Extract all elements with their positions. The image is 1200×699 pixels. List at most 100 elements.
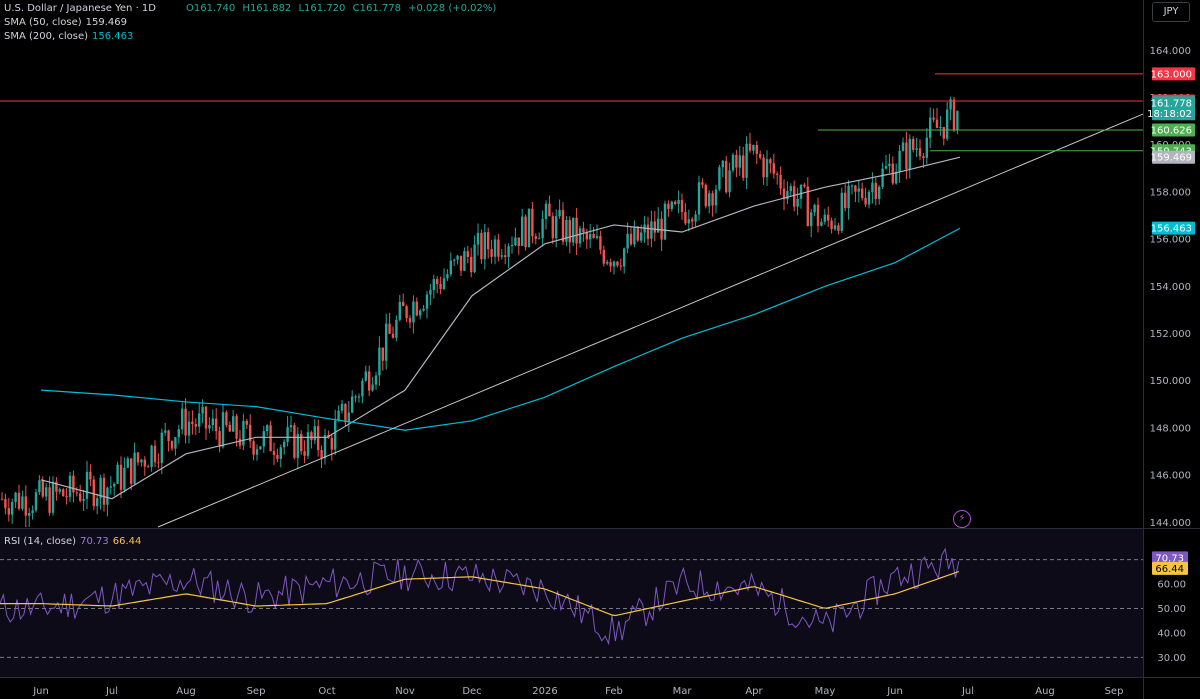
candle-body bbox=[337, 410, 340, 421]
candle bbox=[898, 144, 901, 183]
candle bbox=[609, 258, 612, 273]
rsi-ma-badge-bg bbox=[1152, 561, 1188, 575]
candle-body bbox=[391, 333, 395, 338]
candle-body bbox=[742, 155, 745, 178]
rsi-legend[interactable]: RSI (14, close) 70.73 66.44 bbox=[4, 536, 141, 547]
candle-body bbox=[225, 412, 228, 426]
candle-body bbox=[667, 203, 670, 209]
candle-body bbox=[531, 208, 534, 237]
candle-body bbox=[354, 396, 357, 398]
candle bbox=[915, 137, 918, 158]
candle-body bbox=[255, 449, 259, 455]
candle-body bbox=[429, 289, 432, 295]
candle bbox=[21, 490, 24, 511]
candle-body bbox=[772, 163, 775, 174]
sma50-value: 159.469 bbox=[85, 17, 127, 28]
candle-body bbox=[595, 236, 599, 239]
rsi-badge-label: 70.73 bbox=[1155, 553, 1184, 564]
candle bbox=[269, 420, 272, 452]
candle bbox=[697, 175, 701, 221]
candle-body bbox=[449, 260, 452, 275]
candle bbox=[235, 414, 238, 447]
time-tick-label: Sep bbox=[1105, 686, 1124, 697]
candle bbox=[820, 218, 823, 227]
candle-body bbox=[745, 143, 748, 178]
candle-body bbox=[303, 451, 306, 456]
candle-body bbox=[857, 188, 860, 192]
candle-body bbox=[956, 110, 959, 131]
candle-body bbox=[854, 185, 857, 192]
candle bbox=[211, 409, 214, 431]
lightning-icon[interactable]: ⚡ bbox=[953, 510, 971, 528]
rsi-badge-bg bbox=[1152, 551, 1188, 565]
candle-body bbox=[126, 458, 129, 468]
candle-body bbox=[884, 166, 888, 169]
change-value: +0.028 (+0.02%) bbox=[408, 3, 497, 14]
candle-body bbox=[470, 256, 473, 273]
candle bbox=[895, 163, 898, 185]
candle bbox=[527, 208, 531, 248]
candle bbox=[252, 439, 255, 461]
candle-body bbox=[21, 496, 24, 509]
candle bbox=[456, 254, 459, 265]
candle-body bbox=[415, 301, 418, 316]
candle-body bbox=[646, 224, 650, 239]
candle-body bbox=[306, 432, 310, 456]
candle-body bbox=[347, 412, 350, 423]
candle bbox=[643, 216, 646, 243]
candle bbox=[187, 410, 191, 444]
candle bbox=[473, 235, 476, 274]
candle bbox=[425, 290, 429, 319]
candle bbox=[786, 181, 789, 205]
symbol-title[interactable]: U.S. Dollar / Japanese Yen · 1D bbox=[4, 3, 156, 14]
candle bbox=[514, 227, 517, 247]
candle-body bbox=[109, 486, 112, 488]
candle bbox=[538, 232, 541, 240]
candle-body bbox=[388, 323, 391, 334]
candle-body bbox=[51, 481, 55, 513]
candle-body bbox=[357, 396, 361, 398]
sma200-legend[interactable]: SMA (200, close) 156.463 bbox=[4, 31, 133, 42]
candle bbox=[357, 393, 361, 403]
candle bbox=[908, 134, 911, 179]
candle bbox=[449, 252, 452, 277]
candle-body bbox=[932, 117, 935, 120]
candle-body bbox=[697, 182, 701, 215]
candle-body bbox=[544, 203, 548, 219]
candle-body bbox=[558, 210, 561, 217]
candle-body bbox=[218, 431, 221, 447]
candle-body bbox=[140, 459, 143, 463]
candle bbox=[184, 398, 187, 444]
candle-body bbox=[446, 274, 449, 279]
price-badge-label: 160.626 bbox=[1151, 125, 1192, 136]
candle-body bbox=[735, 154, 738, 168]
time-tick-label: Dec bbox=[462, 686, 481, 697]
candle bbox=[561, 202, 565, 246]
candle bbox=[857, 180, 860, 203]
currency-button[interactable]: JPY bbox=[1152, 2, 1190, 22]
candle bbox=[735, 149, 738, 178]
candle-body bbox=[106, 487, 109, 505]
sma50-legend[interactable]: SMA (50, close) 159.469 bbox=[4, 17, 127, 28]
candle-body bbox=[684, 211, 687, 224]
candle bbox=[806, 177, 809, 227]
candle bbox=[633, 220, 636, 248]
time-tick-label: Jul bbox=[105, 686, 118, 697]
candle bbox=[92, 475, 95, 511]
candle-body bbox=[79, 493, 82, 501]
sma200-label: SMA (200, close) bbox=[4, 31, 88, 42]
candle-body bbox=[204, 406, 208, 429]
time-tick-label: Jul bbox=[961, 686, 974, 697]
price-tick-label: 148.000 bbox=[1150, 423, 1191, 434]
candle bbox=[170, 440, 174, 451]
candle bbox=[728, 162, 731, 198]
candle bbox=[480, 229, 483, 264]
candle-body bbox=[480, 232, 483, 260]
candle-body bbox=[422, 308, 425, 311]
candle-body bbox=[827, 214, 830, 221]
candle bbox=[323, 428, 327, 465]
candle-body bbox=[908, 138, 911, 170]
time-tick-label: Feb bbox=[605, 686, 623, 697]
candle bbox=[810, 208, 813, 238]
